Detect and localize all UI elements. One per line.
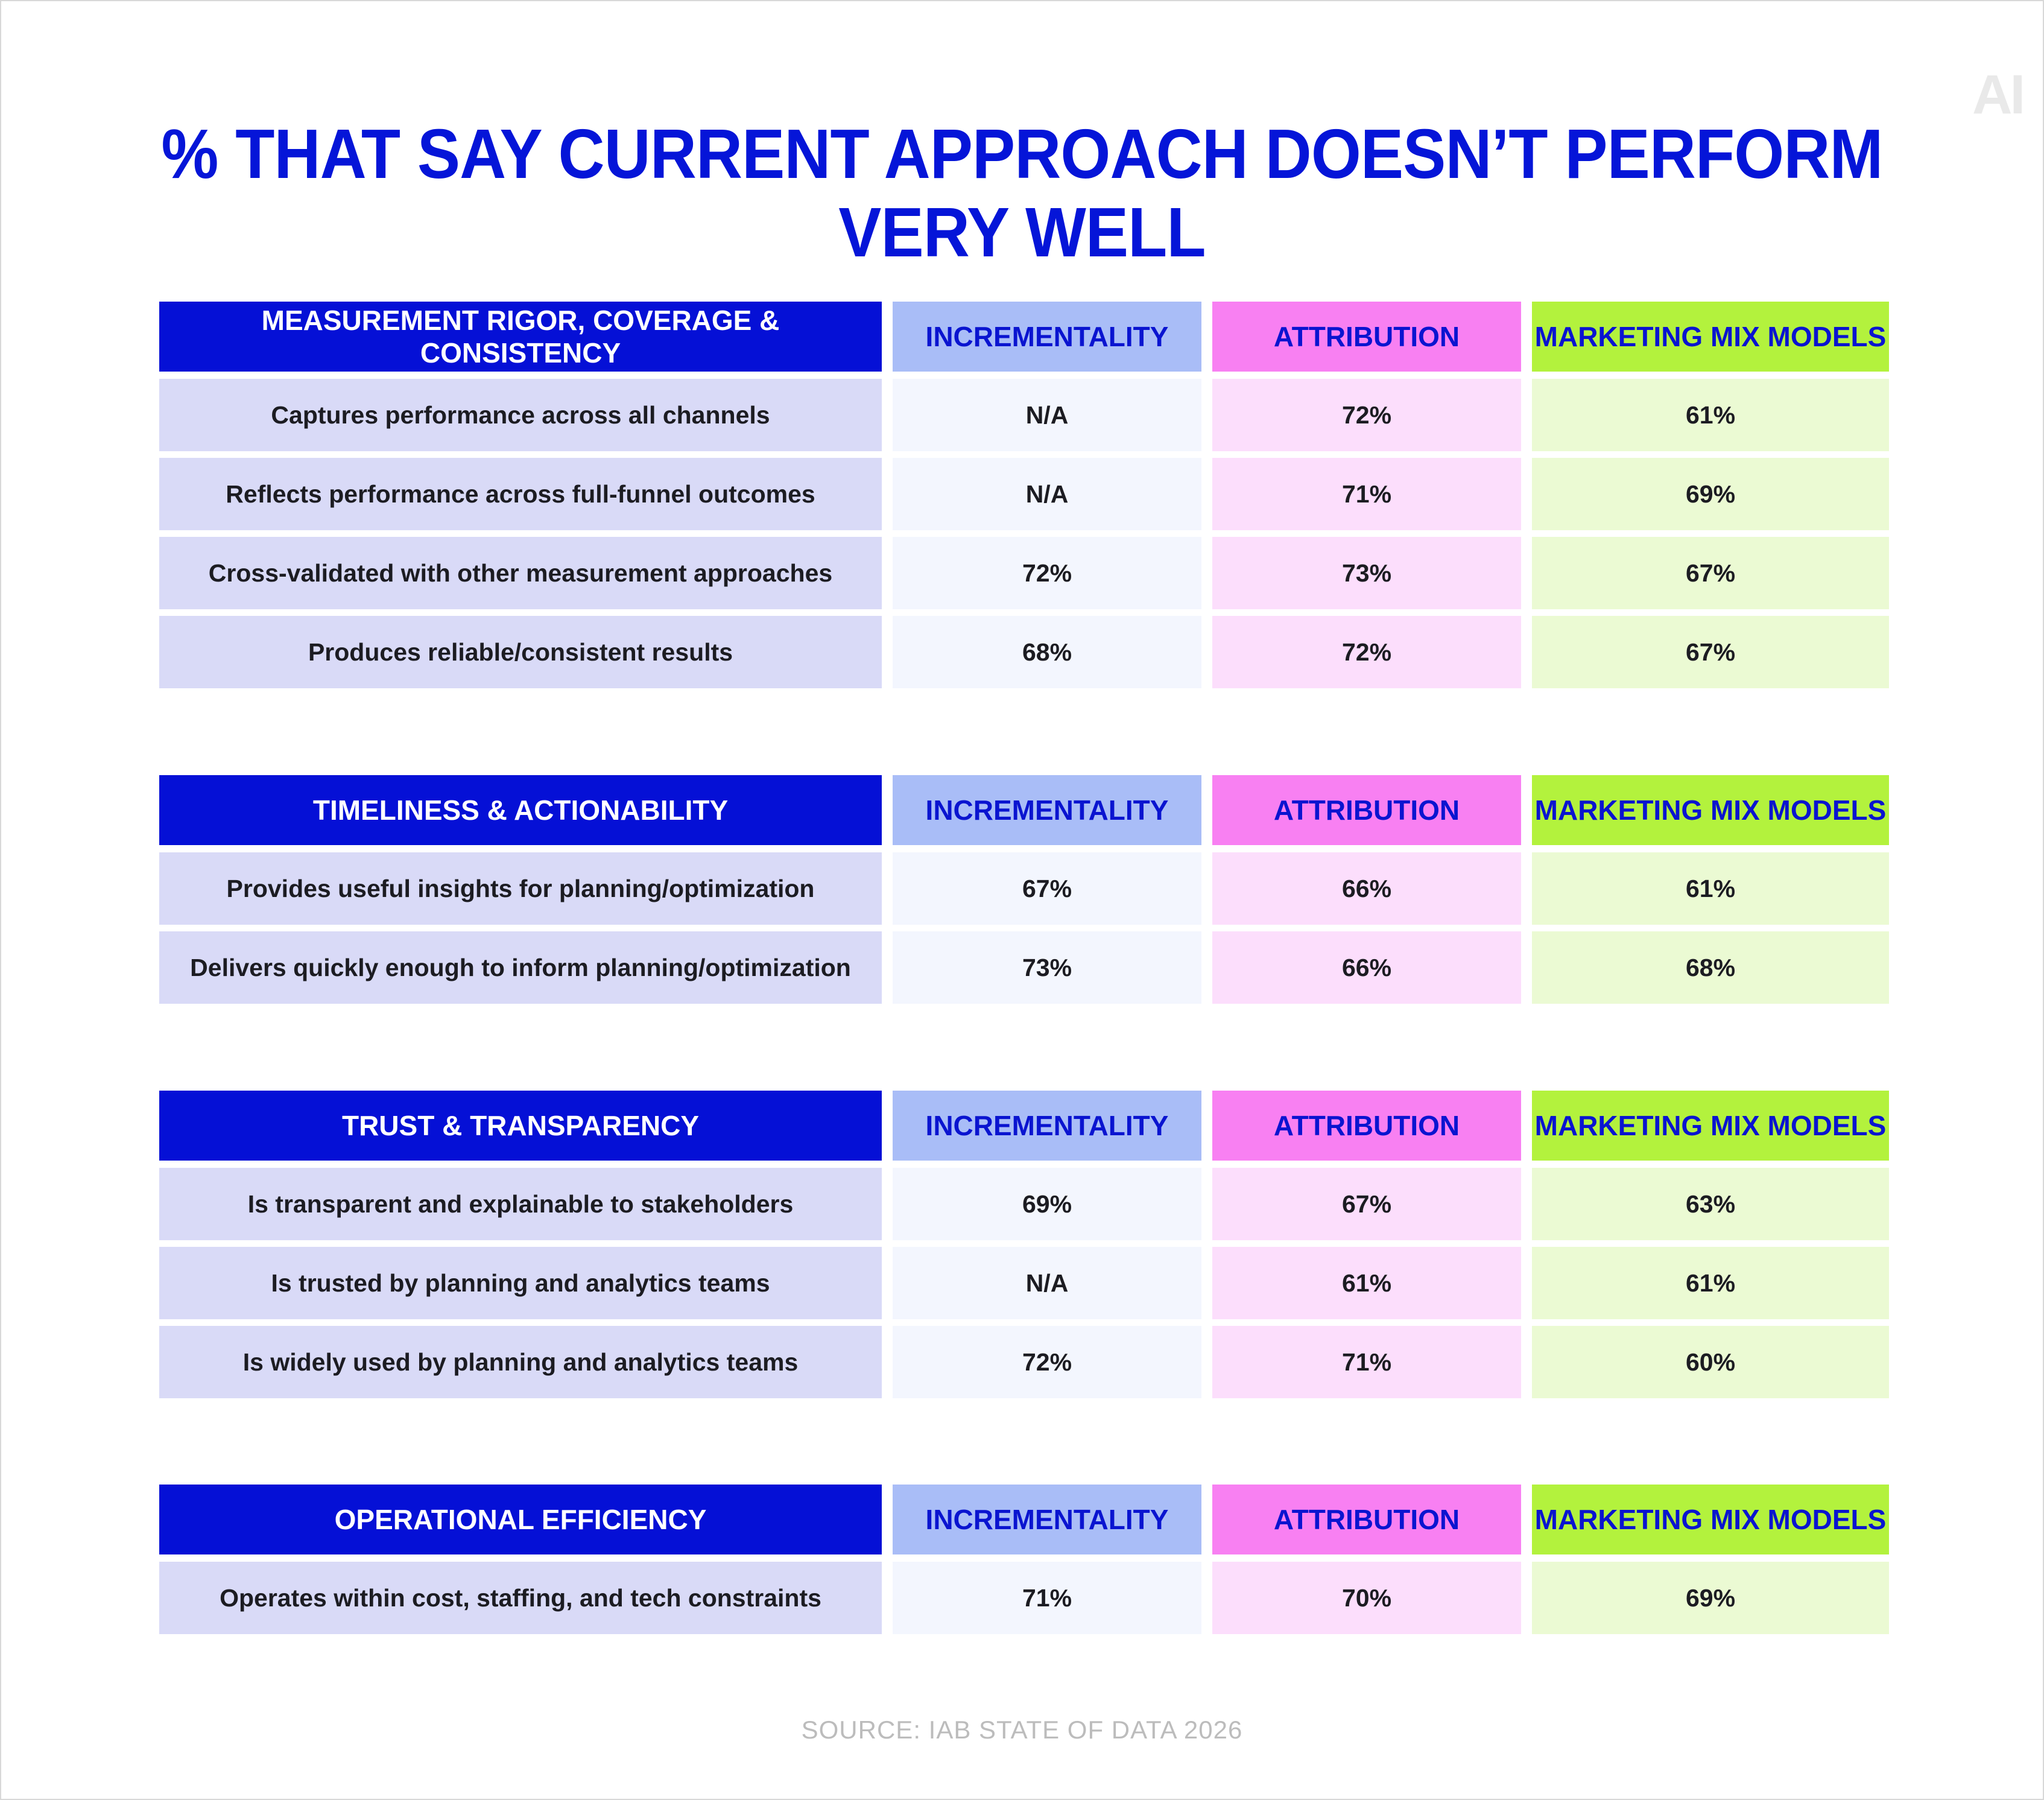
- chart-title: % THAT SAY CURRENT APPROACH DOESN’T PERF…: [161, 115, 1884, 271]
- value-cell-incrementality: 68%: [893, 616, 1201, 688]
- value-cell-attribution: 61%: [1212, 1247, 1521, 1319]
- value-cell-incrementality: 71%: [893, 1562, 1201, 1634]
- table-row: Is widely used by planning and analytics…: [159, 1326, 1889, 1398]
- column-header-attribution: ATTRIBUTION: [1212, 1485, 1521, 1554]
- row-label: Cross-validated with other measurement a…: [159, 537, 882, 609]
- table-header-row: TIMELINESS & ACTIONABILITY INCREMENTALITY…: [159, 775, 1889, 845]
- row-label: Operates within cost, staffing, and tech…: [159, 1562, 882, 1634]
- column-header-attribution: ATTRIBUTION: [1212, 775, 1521, 845]
- value-cell-incrementality: 69%: [893, 1168, 1201, 1240]
- value-cell-incrementality: 72%: [893, 1326, 1201, 1398]
- value-cell-incrementality: N/A: [893, 458, 1201, 530]
- row-label: Captures performance across all channels: [159, 379, 882, 451]
- brand-logo: AI: [1972, 64, 2025, 125]
- table-section: TIMELINESS & ACTIONABILITY INCREMENTALITY…: [159, 775, 1889, 1010]
- category-header: MEASUREMENT RIGOR, COVERAGE & CONSISTENC…: [159, 302, 882, 372]
- value-cell-incrementality: N/A: [893, 379, 1201, 451]
- value-cell-attribution: 66%: [1212, 852, 1521, 925]
- source-note: SOURCE: IAB STATE OF DATA 2026: [801, 1716, 1243, 1744]
- value-cell-marketing-mix-models: 61%: [1532, 1247, 1889, 1319]
- table-row: Delivers quickly enough to inform planni…: [159, 931, 1889, 1004]
- column-header-attribution: ATTRIBUTION: [1212, 302, 1521, 372]
- value-cell-attribution: 72%: [1212, 379, 1521, 451]
- row-label: Is trusted by planning and analytics tea…: [159, 1247, 882, 1319]
- value-cell-attribution: 73%: [1212, 537, 1521, 609]
- value-cell-incrementality: 72%: [893, 537, 1201, 609]
- category-header: TRUST & TRANSPARENCY: [159, 1091, 882, 1161]
- row-label: Delivers quickly enough to inform planni…: [159, 931, 882, 1004]
- table-section: MEASUREMENT RIGOR, COVERAGE & CONSISTENC…: [159, 302, 1889, 695]
- value-cell-marketing-mix-models: 60%: [1532, 1326, 1889, 1398]
- column-header-marketing-mix-models: MARKETING MIX MODELS: [1532, 1091, 1889, 1161]
- value-cell-marketing-mix-models: 68%: [1532, 931, 1889, 1004]
- table-row: Operates within cost, staffing, and tech…: [159, 1562, 1889, 1634]
- value-cell-incrementality: 73%: [893, 931, 1201, 1004]
- table-row: Cross-validated with other measurement a…: [159, 537, 1889, 609]
- value-cell-marketing-mix-models: 69%: [1532, 1562, 1889, 1634]
- table-section: OPERATIONAL EFFICIENCY INCREMENTALITY ATTR…: [159, 1485, 1889, 1641]
- value-cell-attribution: 72%: [1212, 616, 1521, 688]
- value-cell-attribution: 71%: [1212, 458, 1521, 530]
- column-header-incrementality: INCREMENTALITY: [893, 775, 1201, 845]
- column-header-incrementality: INCREMENTALITY: [893, 1091, 1201, 1161]
- table-row: Is transparent and explainable to stakeh…: [159, 1168, 1889, 1240]
- table-row: Produces reliable/consistent results 68% 7…: [159, 616, 1889, 688]
- table-section: TRUST & TRANSPARENCY INCREMENTALITY ATTRIB…: [159, 1091, 1889, 1405]
- value-cell-attribution: 67%: [1212, 1168, 1521, 1240]
- value-cell-attribution: 70%: [1212, 1562, 1521, 1634]
- table-row: Reflects performance across full-funnel …: [159, 458, 1889, 530]
- column-header-attribution: ATTRIBUTION: [1212, 1091, 1521, 1161]
- value-cell-attribution: 71%: [1212, 1326, 1521, 1398]
- row-label: Provides useful insights for planning/op…: [159, 852, 882, 925]
- table-row: Provides useful insights for planning/op…: [159, 852, 1889, 925]
- value-cell-marketing-mix-models: 67%: [1532, 537, 1889, 609]
- row-label: Produces reliable/consistent results: [159, 616, 882, 688]
- row-label: Is transparent and explainable to stakeh…: [159, 1168, 882, 1240]
- value-cell-marketing-mix-models: 69%: [1532, 458, 1889, 530]
- table-header-row: TRUST & TRANSPARENCY INCREMENTALITY ATTRIB…: [159, 1091, 1889, 1161]
- column-header-marketing-mix-models: MARKETING MIX MODELS: [1532, 775, 1889, 845]
- table-row: Captures performance across all channels…: [159, 379, 1889, 451]
- row-label: Is widely used by planning and analytics…: [159, 1326, 882, 1398]
- category-header: OPERATIONAL EFFICIENCY: [159, 1485, 882, 1554]
- column-header-incrementality: INCREMENTALITY: [893, 1485, 1201, 1554]
- table-header-row: OPERATIONAL EFFICIENCY INCREMENTALITY ATTR…: [159, 1485, 1889, 1554]
- column-header-marketing-mix-models: MARKETING MIX MODELS: [1532, 1485, 1889, 1554]
- value-cell-marketing-mix-models: 63%: [1532, 1168, 1889, 1240]
- value-cell-incrementality: 67%: [893, 852, 1201, 925]
- column-header-marketing-mix-models: MARKETING MIX MODELS: [1532, 302, 1889, 372]
- value-cell-attribution: 66%: [1212, 931, 1521, 1004]
- table-header-row: MEASUREMENT RIGOR, COVERAGE & CONSISTENC…: [159, 302, 1889, 372]
- value-cell-marketing-mix-models: 61%: [1532, 852, 1889, 925]
- value-cell-marketing-mix-models: 67%: [1532, 616, 1889, 688]
- value-cell-marketing-mix-models: 61%: [1532, 379, 1889, 451]
- row-label: Reflects performance across full-funnel …: [159, 458, 882, 530]
- category-header: TIMELINESS & ACTIONABILITY: [159, 775, 882, 845]
- column-header-incrementality: INCREMENTALITY: [893, 302, 1201, 372]
- value-cell-incrementality: N/A: [893, 1247, 1201, 1319]
- table-row: Is trusted by planning and analytics tea…: [159, 1247, 1889, 1319]
